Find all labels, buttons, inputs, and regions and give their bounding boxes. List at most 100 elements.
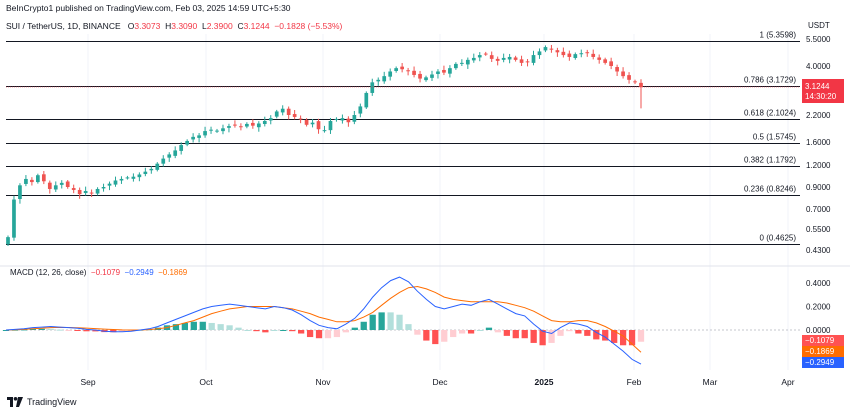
candle-body[interactable] xyxy=(179,145,184,151)
candle-body[interactable] xyxy=(591,53,596,57)
candle-body[interactable] xyxy=(113,180,118,185)
candle-body[interactable] xyxy=(430,74,434,78)
candle-body[interactable] xyxy=(59,182,64,185)
candle-body[interactable] xyxy=(346,118,351,123)
candle-body[interactable] xyxy=(448,68,452,74)
candle-body[interactable] xyxy=(442,69,446,73)
candle-body[interactable] xyxy=(143,171,148,175)
candle-body[interactable] xyxy=(89,192,94,194)
candle-body[interactable] xyxy=(125,177,130,179)
symbol-legend[interactable]: SUI / TetherUS, 1D, BINANCE O3.3073 H3.3… xyxy=(6,21,342,31)
candle-body[interactable] xyxy=(77,189,82,195)
candle-body[interactable] xyxy=(274,111,279,117)
candle-body[interactable] xyxy=(459,62,464,64)
candle-body[interactable] xyxy=(12,199,16,238)
candle-body[interactable] xyxy=(6,237,10,245)
candle-body[interactable] xyxy=(537,51,542,56)
candle-body[interactable] xyxy=(477,55,482,58)
candle-body[interactable] xyxy=(286,108,291,115)
macd-line[interactable] xyxy=(5,276,642,365)
candle-body[interactable] xyxy=(197,135,201,138)
candle-body[interactable] xyxy=(47,182,52,189)
candle-body[interactable] xyxy=(495,58,500,61)
candle-body[interactable] xyxy=(161,158,166,164)
candle-body[interactable] xyxy=(310,122,315,125)
candle-body[interactable] xyxy=(418,73,422,79)
candle-body[interactable] xyxy=(53,185,58,190)
candle-body[interactable] xyxy=(209,129,213,131)
candle-body[interactable] xyxy=(268,118,273,121)
candle-body[interactable] xyxy=(579,53,584,55)
candle-body[interactable] xyxy=(304,119,309,125)
candle-body[interactable] xyxy=(555,50,560,53)
candle-body[interactable] xyxy=(36,175,40,183)
candle-body[interactable] xyxy=(376,79,381,82)
candle-body[interactable] xyxy=(615,67,619,72)
candle-body[interactable] xyxy=(609,61,613,66)
candle-body[interactable] xyxy=(627,75,631,80)
candle-body[interactable] xyxy=(489,55,494,59)
candle-body[interactable] xyxy=(567,53,572,57)
candle-body[interactable] xyxy=(358,106,363,114)
macd-title[interactable]: MACD (12, 26, close) xyxy=(10,268,87,277)
candle-body[interactable] xyxy=(382,76,387,82)
candle-body[interactable] xyxy=(513,57,518,60)
candle-body[interactable] xyxy=(424,77,428,81)
candle-body[interactable] xyxy=(298,118,303,120)
candle-body[interactable] xyxy=(256,123,261,128)
candle-body[interactable] xyxy=(221,128,225,132)
candle-body[interactable] xyxy=(83,190,88,194)
candle-body[interactable] xyxy=(262,120,267,125)
candle-body[interactable] xyxy=(597,57,602,60)
candle-body[interactable] xyxy=(155,163,160,170)
candle-body[interactable] xyxy=(483,53,488,55)
candle-body[interactable] xyxy=(328,120,333,131)
candle-body[interactable] xyxy=(71,188,76,190)
candle-body[interactable] xyxy=(370,82,375,93)
tradingview-brand[interactable]: TradingView xyxy=(7,397,77,407)
candle-body[interactable] xyxy=(149,168,154,171)
candle-body[interactable] xyxy=(18,185,22,200)
candle-body[interactable] xyxy=(519,59,524,63)
candle-body[interactable] xyxy=(406,70,410,72)
candle-body[interactable] xyxy=(465,59,470,65)
candle-body[interactable] xyxy=(436,71,440,74)
candle-body[interactable] xyxy=(107,183,112,186)
candle-body[interactable] xyxy=(543,47,548,51)
candle-body[interactable] xyxy=(322,130,327,132)
candle-body[interactable] xyxy=(215,130,219,132)
candle-body[interactable] xyxy=(131,176,136,179)
candle-body[interactable] xyxy=(573,54,578,58)
candle-body[interactable] xyxy=(639,82,643,88)
candle-body[interactable] xyxy=(250,122,255,126)
candle-body[interactable] xyxy=(233,124,237,126)
candle-body[interactable] xyxy=(364,92,369,108)
candle-body[interactable] xyxy=(203,131,207,136)
candle-body[interactable] xyxy=(633,81,637,83)
candle-body[interactable] xyxy=(227,126,231,128)
candle-body[interactable] xyxy=(394,68,399,71)
candle-body[interactable] xyxy=(549,48,554,50)
candle-body[interactable] xyxy=(454,63,458,69)
candle-body[interactable] xyxy=(101,187,106,189)
candle-body[interactable] xyxy=(167,154,172,158)
candle-body[interactable] xyxy=(585,52,590,54)
candle-body[interactable] xyxy=(65,181,70,187)
candle-body[interactable] xyxy=(412,70,416,75)
candle-body[interactable] xyxy=(501,57,506,60)
candle-body[interactable] xyxy=(388,71,393,77)
candle-body[interactable] xyxy=(95,188,100,194)
candle-body[interactable] xyxy=(119,178,124,181)
candle-body[interactable] xyxy=(316,121,321,130)
candle-body[interactable] xyxy=(191,136,195,140)
macd-signal-line[interactable] xyxy=(5,285,642,353)
candle-body[interactable] xyxy=(24,178,28,184)
candle-body[interactable] xyxy=(507,56,512,60)
candle-body[interactable] xyxy=(525,61,530,63)
candle-body[interactable] xyxy=(137,174,142,178)
candle-body[interactable] xyxy=(400,66,404,70)
macd-legend[interactable]: MACD (12, 26, close) −0.1079 −0.2949 −0.… xyxy=(10,268,187,277)
candle-body[interactable] xyxy=(30,179,34,183)
candle-body[interactable] xyxy=(173,150,178,156)
